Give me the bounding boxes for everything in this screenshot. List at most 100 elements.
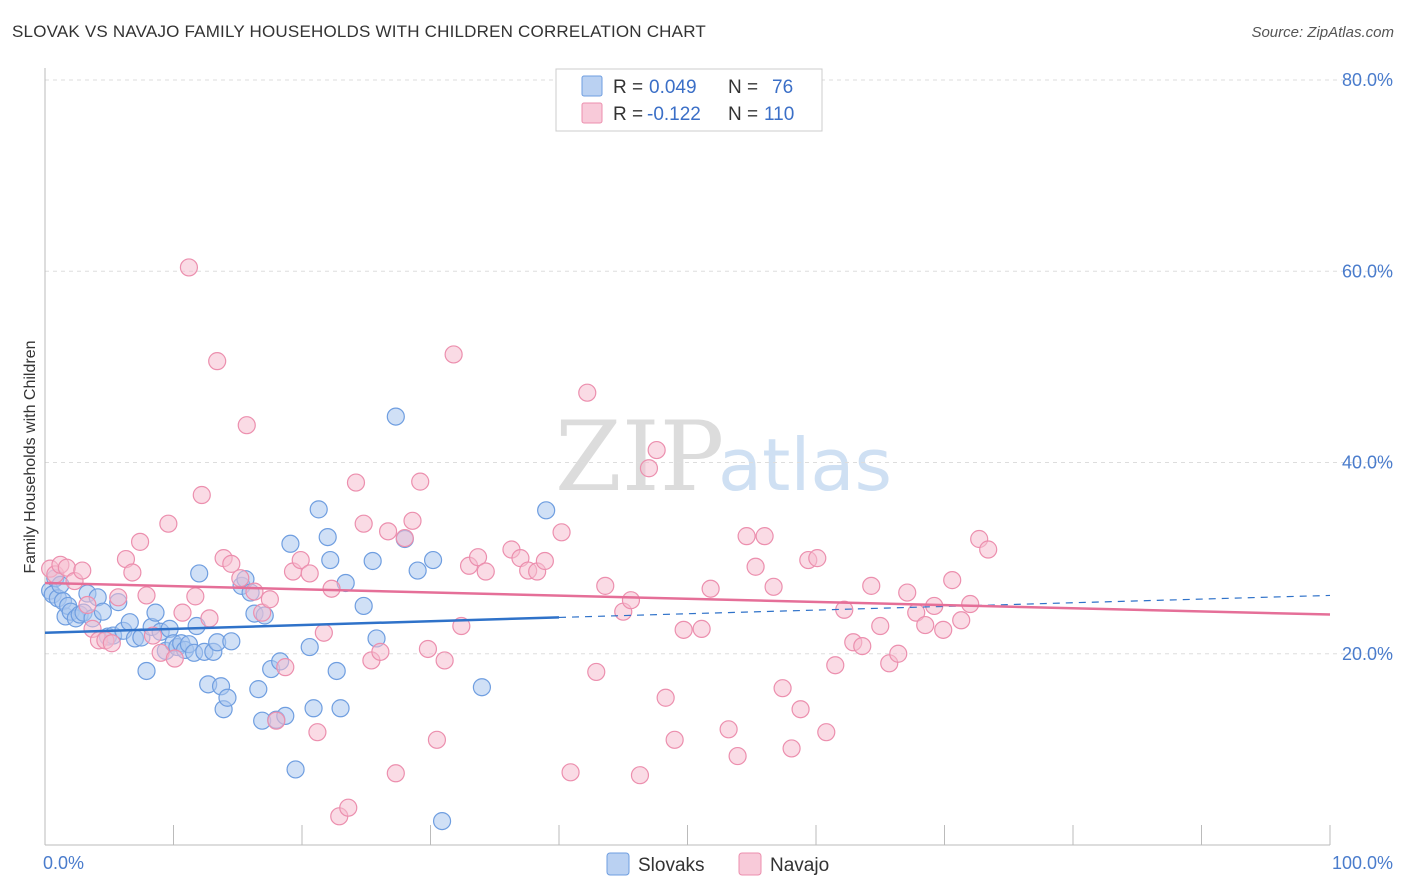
- x-tick-labels: 0.0% 100.0%: [43, 853, 1393, 873]
- navajo-point: [764, 577, 783, 596]
- slovaks-point: [93, 602, 112, 621]
- slovaks-point: [321, 550, 340, 570]
- watermark-zip: ZIP: [555, 401, 724, 513]
- slovaks-point: [218, 688, 237, 707]
- slovaks-point: [423, 550, 443, 570]
- navajo-point: [78, 595, 97, 615]
- navajo-point: [386, 764, 405, 783]
- legend-r-label-slovaks: R =: [613, 77, 643, 98]
- navajo-point: [260, 590, 279, 609]
- navajo-point: [308, 723, 327, 742]
- slovaks-point: [354, 596, 373, 616]
- slovaks-point: [432, 811, 452, 831]
- navajo-point: [665, 730, 684, 749]
- navajo-point: [435, 651, 454, 670]
- navajo-point: [109, 588, 128, 607]
- navajo-point: [898, 583, 917, 602]
- navajo-point: [692, 619, 711, 638]
- navajo-point: [552, 523, 571, 542]
- navajo-point: [102, 634, 121, 653]
- slovaks-trend-line: [44, 616, 560, 634]
- legend-swatch-slovaks: [581, 75, 603, 97]
- navajo-point: [773, 679, 792, 698]
- navajo-point: [943, 571, 962, 590]
- slovaks-point: [408, 561, 427, 580]
- y-tick-label: 20.0%: [1342, 644, 1393, 664]
- navajo-point: [755, 527, 774, 546]
- legend-r-value-navajo: -0.122: [647, 104, 701, 125]
- navajo-point: [73, 561, 92, 580]
- slovaks-point: [146, 603, 165, 622]
- navajo-point: [403, 511, 422, 530]
- navajo-point: [468, 548, 488, 567]
- navajo-point: [444, 345, 463, 364]
- watermark-atlas: atlas: [718, 423, 892, 507]
- navajo-point: [596, 576, 615, 595]
- navajo-point: [719, 720, 738, 739]
- slovaks-point: [318, 527, 337, 547]
- navajo-point: [647, 440, 666, 460]
- series-legend-swatch-slovaks: [606, 852, 630, 876]
- slovaks-point: [304, 699, 323, 718]
- navajo-point: [276, 658, 295, 677]
- navajo-point: [871, 616, 890, 636]
- navajo-point: [237, 416, 256, 435]
- navajo-point: [961, 594, 980, 614]
- navajo-point: [587, 662, 606, 682]
- y-tick-label: 40.0%: [1342, 453, 1393, 473]
- navajo-point: [123, 563, 142, 582]
- x-tick-label: 100.0%: [1332, 853, 1393, 873]
- slovaks-point: [300, 637, 319, 657]
- slovaks-point: [386, 407, 405, 426]
- axes: [44, 68, 1331, 846]
- slovaks-point: [222, 632, 241, 651]
- legend-swatch-navajo: [581, 102, 603, 124]
- navajo-point: [130, 532, 150, 551]
- navajo-point: [452, 616, 471, 636]
- navajo-point: [411, 472, 430, 491]
- legend-n-value-slovaks: 76: [772, 77, 793, 98]
- y-tick-label: 60.0%: [1342, 261, 1393, 281]
- slovaks-point: [331, 699, 350, 718]
- navajo-point: [826, 656, 845, 675]
- slovaks-points: [41, 407, 556, 831]
- navajo-point: [165, 649, 184, 668]
- navajo-point: [339, 798, 358, 817]
- navajo-point: [192, 485, 211, 505]
- navajo-trend-line: [44, 581, 1331, 616]
- slovaks-point: [363, 551, 382, 571]
- navajo-point: [674, 620, 693, 639]
- slovaks-point: [190, 564, 209, 583]
- slovaks-point: [309, 500, 328, 519]
- navajo-point: [728, 746, 747, 766]
- series-legend-label-slovaks: Slovaks: [638, 855, 705, 876]
- navajo-point: [621, 591, 641, 610]
- navajo-point: [808, 549, 827, 568]
- navajo-point: [137, 586, 156, 605]
- navajo-point: [159, 514, 178, 533]
- slovaks-point: [137, 661, 156, 681]
- navajo-point: [737, 527, 756, 546]
- correlation-legend: R = 0.049 N = 76 R = -0.122 N = 110: [555, 68, 823, 132]
- series-legend-swatch-navajo: [738, 852, 762, 876]
- trend-lines: [44, 581, 1331, 634]
- y-tick-label: 80.0%: [1342, 70, 1393, 90]
- slovaks-point: [249, 680, 268, 699]
- navajo-point: [535, 551, 554, 571]
- navajo-point: [782, 739, 801, 758]
- navajo-point: [889, 644, 908, 663]
- navajo-point: [916, 615, 935, 635]
- legend-r-label-navajo: R =: [613, 104, 643, 125]
- slovaks-point: [472, 678, 491, 697]
- navajo-point: [179, 258, 199, 277]
- navajo-point: [267, 711, 286, 730]
- source-credit: Source: ZipAtlas.com: [1251, 24, 1394, 41]
- navajo-point: [952, 611, 971, 630]
- navajo-point: [291, 550, 310, 570]
- navajo-point: [314, 623, 333, 642]
- navajo-point: [222, 554, 241, 573]
- navajo-point: [853, 636, 872, 656]
- series-legend: Slovaks Navajo: [606, 852, 829, 876]
- navajo-point: [173, 603, 192, 622]
- navajo-point: [245, 582, 264, 601]
